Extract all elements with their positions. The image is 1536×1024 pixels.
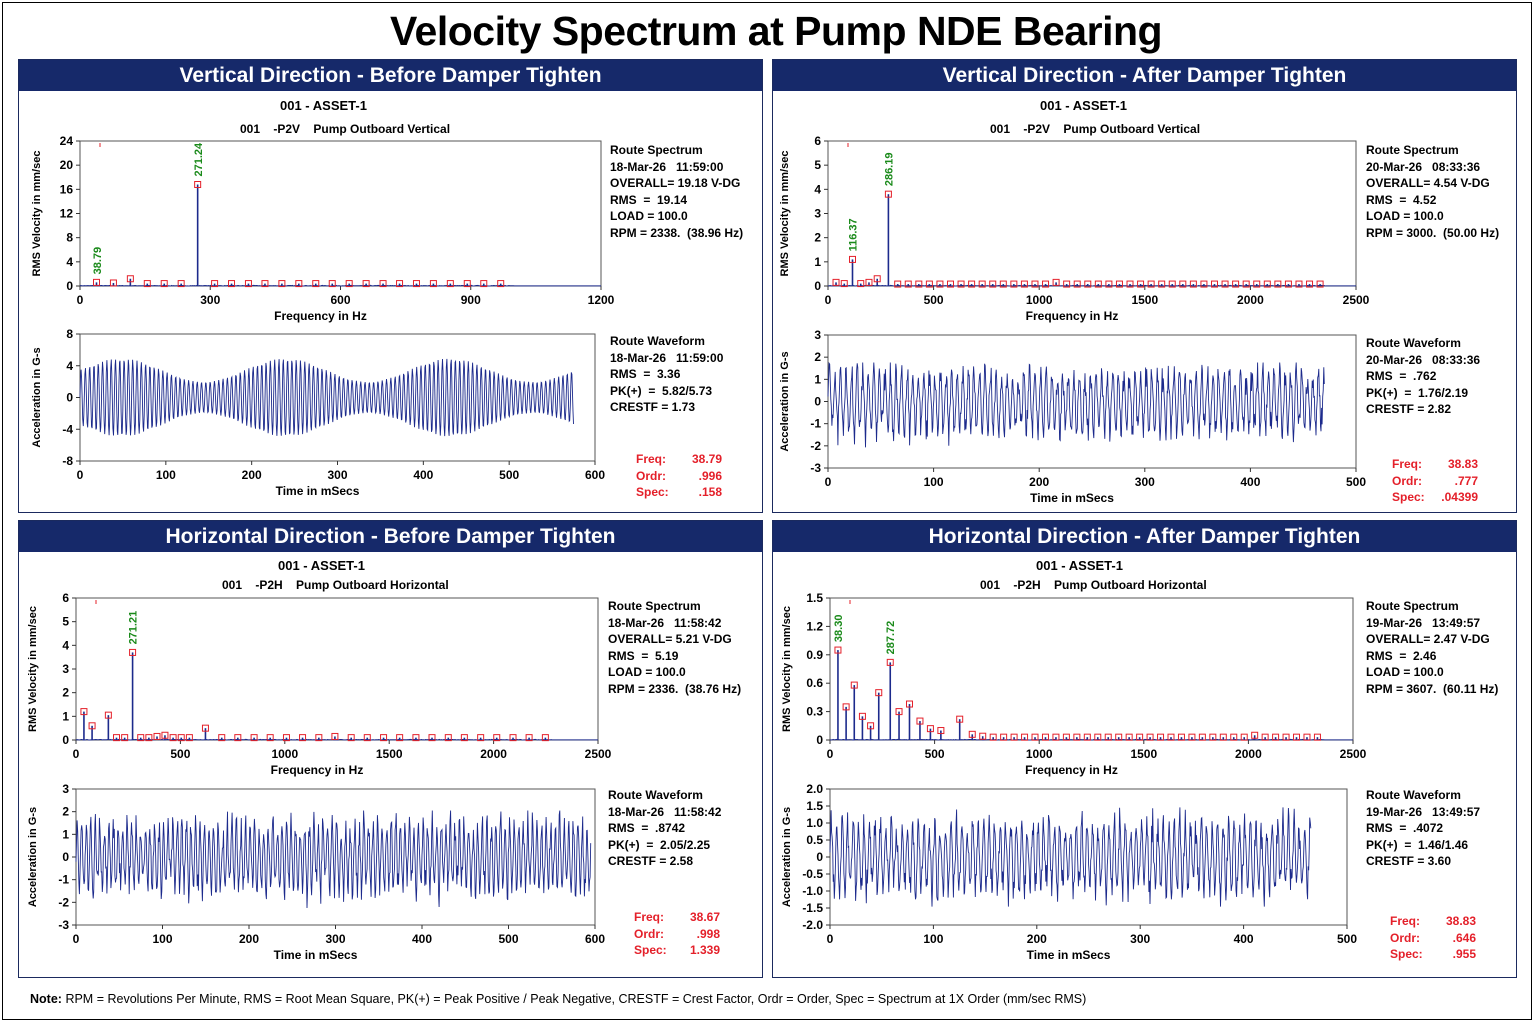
info-line: RMS = 2.46 [1366,648,1437,663]
asset-label: 001 - ASSET-1 [1040,98,1127,113]
info-line: 18-Mar-26 11:58:42 [608,804,722,819]
info-line: OVERALL= 5.21 V-DG [608,632,732,646]
waveform-info: Route Waveform 19-Mar-26 13:49:57 RMS = .4… [1366,787,1480,870]
waveform-info: Route Waveform 20-Mar-26 08:33:36 RMS = .7… [1366,335,1480,418]
ordr-label: Ordr: [1390,930,1420,945]
freq-value: 38.79 [691,452,722,466]
order-info: Freq: 38.67 Ordr: .998 Spec: 1.339 [634,909,720,959]
info-line: LOAD = 100.0 [608,665,686,679]
info-line: PK(+) = 1.76/2.19 [1366,385,1469,400]
info-line: RPM = 3000. (50.00 Hz) [1366,225,1500,240]
info-line: PK(+) = 2.05/2.25 [608,837,711,852]
info-line: LOAD = 100.0 [1366,665,1444,679]
ordr-label: Ordr: [634,926,664,941]
info-line: 18-Mar-26 11:59:00 [610,350,724,365]
spec-value: .158 [698,485,722,499]
info-line: RPM = 3607. (60.11 Hz) [1366,681,1499,696]
info-line: 18-Mar-26 11:58:42 [608,615,722,630]
info-line: OVERALL= 2.47 V-DG [1366,632,1490,646]
info-line: RPM = 2338. (38.96 Hz) [610,225,744,240]
note-label: Note: [30,992,62,1006]
freq-label: Freq: [636,452,666,466]
info-line: 19-Mar-26 13:49:57 [1366,804,1481,819]
waveform-info: Route Waveform 18-Mar-26 11:58:42 RMS = .8… [608,787,721,870]
spectrum-info: Route Spectrum 18-Mar-26 11:58:42 OVERALL=… [608,598,741,697]
panel-header: Horizontal Direction - Before Damper Tig… [19,521,762,552]
info-line: CRESTF = 3.60 [1366,854,1452,868]
order-info: Freq: 38.79 Ordr: .996 Spec: .158 [636,451,722,501]
spec-label: Spec: [636,485,669,499]
ordr-value: .996 [698,468,722,483]
point-label: 001 -P2H Pump Outboard Horizontal [980,578,1207,592]
info-line: RMS = .762 [1366,369,1437,383]
info-line: RMS = 5.19 [608,648,679,663]
info-line: RMS = 4.52 [1366,192,1437,207]
point-label: 001 -P2V Pump Outboard Vertical [240,122,451,136]
ordr-value: .998 [696,926,720,941]
freq-value: 38.67 [689,910,720,924]
waveform-info: Route Waveform 18-Mar-26 11:59:00 RMS = 3.… [610,333,723,416]
info-line: PK(+) = 5.82/5.73 [610,383,713,398]
ordr-label: Ordr: [1392,473,1422,488]
info-line: CRESTF = 2.82 [1366,402,1452,416]
spec-value: .955 [1452,947,1476,961]
info-line: PK(+) = 1.46/1.46 [1366,837,1469,852]
info-line: RMS = .4072 [1366,821,1444,835]
info-line: 19-Mar-26 13:49:57 [1366,615,1481,630]
info-line: 20-Mar-26 08:33:36 [1366,352,1481,367]
info-line: CRESTF = 2.58 [608,854,694,868]
info-line: RMS = .8742 [608,821,686,835]
point-label: 001 -P2H Pump Outboard Horizontal [222,578,449,592]
point-label: 001 -P2V Pump Outboard Vertical [990,122,1201,136]
info-line: 18-Mar-26 11:59:00 [610,159,724,174]
spec-label: Spec: [1390,947,1423,961]
panel-header: Horizontal Direction - After Damper Tigh… [773,521,1516,552]
order-info: Freq: 38.83 Ordr: .646 Spec: .955 [1390,913,1476,963]
info-line: Route Spectrum [608,599,701,613]
info-line: Route Spectrum [610,143,703,157]
panel-header: Vertical Direction - Before Damper Tight… [19,60,762,91]
ordr-value: .646 [1452,930,1476,945]
freq-label: Freq: [1392,457,1422,471]
spec-value: .04399 [1441,490,1478,504]
spec-label: Spec: [634,943,667,957]
info-line: 20-Mar-26 08:33:36 [1366,159,1481,174]
asset-label: 001 - ASSET-1 [1036,558,1123,573]
page-title: Velocity Spectrum at Pump NDE Bearing [389,8,1163,54]
info-line: Route Spectrum [1366,599,1459,613]
info-line: Route Waveform [608,788,703,802]
info-line: OVERALL= 4.54 V-DG [1366,176,1490,190]
footnote: Note: RPM = Revolutions Per Minute, RMS … [30,992,1086,1006]
info-line: Route Waveform [1366,336,1461,350]
ordr-value: .777 [1454,473,1478,488]
info-line: LOAD = 100.0 [1366,209,1444,223]
spectrum-info: Route Spectrum 19-Mar-26 13:49:57 OVERALL=… [1366,598,1498,697]
freq-value: 38.83 [1447,457,1478,471]
info-line: RPM = 2336. (38.76 Hz) [608,681,742,696]
note-text: RPM = Revolutions Per Minute, RMS = Root… [65,992,1087,1006]
info-line: OVERALL= 19.18 V-DG [610,176,741,190]
info-line: LOAD = 100.0 [610,209,688,223]
spec-label: Spec: [1392,490,1425,504]
spec-value: 1.339 [689,943,720,957]
asset-label: 001 - ASSET-1 [280,98,367,113]
asset-label: 001 - ASSET-1 [278,558,365,573]
freq-value: 38.83 [1445,914,1476,928]
freq-label: Freq: [1390,914,1420,928]
info-line: Route Spectrum [1366,143,1459,157]
freq-label: Freq: [634,910,664,924]
ordr-label: Ordr: [636,468,666,483]
spectrum-info: Route Spectrum 18-Mar-26 11:59:00 OVERALL=… [610,142,743,241]
info-line: RMS = 3.36 [610,367,681,381]
order-info: Freq: 38.83 Ordr: .777 Spec: .04399 [1392,456,1478,506]
info-line: CRESTF = 1.73 [610,400,696,414]
info-line: Route Waveform [610,334,705,348]
panel-header: Vertical Direction - After Damper Tighte… [773,60,1516,91]
info-line: Route Waveform [1366,788,1461,802]
spectrum-info: Route Spectrum 20-Mar-26 08:33:36 OVERALL=… [1366,142,1499,241]
info-line: RMS = 19.14 [610,192,688,207]
